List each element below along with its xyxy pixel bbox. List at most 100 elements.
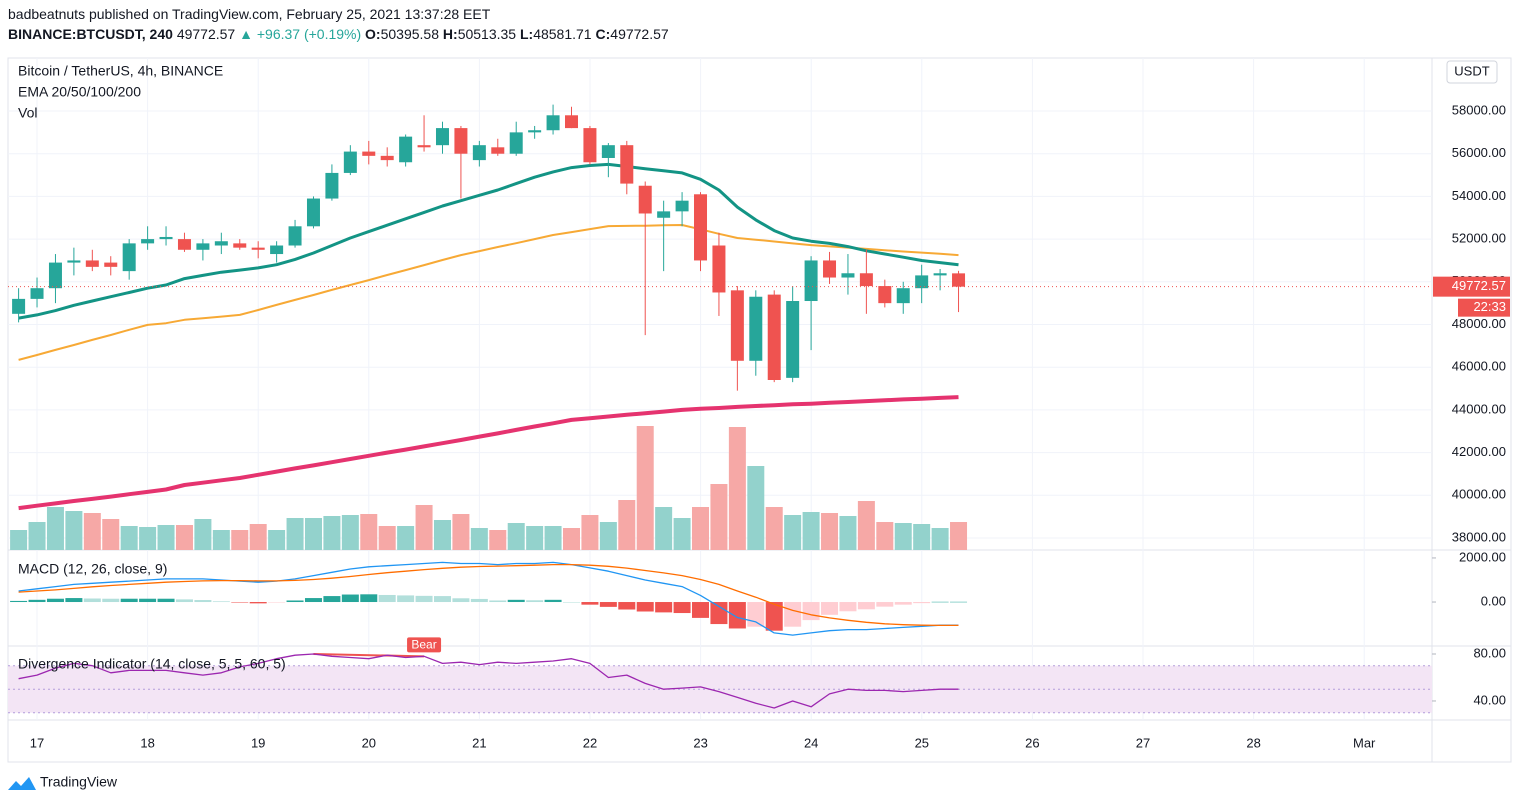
y-tick-label: 56000.00 — [1452, 145, 1506, 160]
volume-bar — [360, 514, 378, 550]
change: ▲ +96.37 (+0.19%) — [239, 26, 362, 42]
currency-button[interactable] — [1446, 60, 1498, 84]
histogram-bar — [857, 602, 875, 610]
histogram-bar — [950, 601, 968, 603]
candle-body — [48, 262, 62, 289]
candle-body — [786, 301, 800, 378]
candle-body — [159, 236, 173, 240]
histogram-bar — [839, 602, 857, 612]
volume-bar — [931, 528, 949, 550]
volume-bar — [802, 512, 820, 550]
histogram-bar — [526, 600, 544, 603]
x-tick-label: 27 — [1136, 735, 1150, 750]
candle-body — [30, 288, 44, 299]
volume-bar — [747, 466, 765, 550]
volume-bar — [194, 519, 212, 550]
histogram-bar — [544, 599, 562, 603]
c-value: 49772.57 — [610, 26, 669, 42]
histogram-bar — [599, 602, 617, 607]
candle-body — [454, 128, 468, 154]
volume-bar — [581, 515, 599, 550]
last-price: 49772.57 — [176, 26, 236, 42]
histogram-bar — [581, 602, 599, 605]
line — [18, 563, 959, 627]
histogram-bar — [618, 602, 636, 610]
publisher: badbeatnuts published on TradingView.com… — [8, 6, 491, 22]
histogram-bar — [102, 598, 120, 603]
line — [18, 395, 959, 511]
y-tick-label: 42000.00 — [1452, 444, 1506, 459]
x-tick-label: 21 — [472, 735, 486, 750]
candle-body — [306, 198, 320, 227]
volume-bar — [10, 530, 28, 550]
candle-body — [435, 128, 449, 146]
volume-bar — [120, 526, 138, 550]
volume-bar — [894, 523, 912, 550]
candle-body — [399, 136, 413, 163]
histogram-bar — [286, 600, 304, 603]
y-tick-label: 40000.00 — [1452, 487, 1506, 502]
volume-bar — [876, 522, 894, 550]
histogram-bar — [894, 602, 912, 605]
x-tick-label: 19 — [251, 735, 265, 750]
candle-body — [583, 128, 597, 163]
y-tick-label: 48000.00 — [1452, 316, 1506, 331]
histogram-bar — [249, 602, 267, 604]
volume-bar — [323, 516, 341, 550]
volume-bar — [65, 511, 83, 550]
y-tick-label: 2000.00 — [1459, 549, 1506, 564]
histogram-bar — [360, 594, 378, 603]
l-value: 48581.71 — [533, 26, 592, 42]
annotation-box — [407, 637, 442, 653]
y-tick-label: 0.00 — [1481, 593, 1506, 608]
histogram-bar — [747, 602, 765, 627]
histogram-bar — [636, 602, 654, 612]
candle-body — [270, 245, 284, 255]
y-tick-label: 38000.00 — [1452, 529, 1506, 544]
volume-bar — [397, 526, 415, 550]
volume-bar — [452, 514, 470, 550]
price-label-box — [1433, 276, 1510, 297]
candle-body — [528, 130, 542, 133]
x-tick-label: 25 — [915, 735, 929, 750]
histogram-bar — [489, 600, 507, 603]
histogram-bar — [10, 600, 28, 603]
volume-bar — [913, 524, 931, 550]
volume-bar — [655, 507, 673, 550]
histogram-bar — [83, 598, 101, 603]
volume-bar — [857, 501, 875, 550]
y-tick-label: 80.00 — [1473, 645, 1506, 660]
marks — [10, 104, 968, 709]
tv-logo: TradingView — [8, 774, 118, 790]
candle-body — [601, 145, 615, 158]
histogram-bar — [323, 596, 341, 603]
x-tick-label: 26 — [1025, 735, 1039, 750]
pane-title: Bitcoin / TetherUS, 4h, BINANCE — [18, 63, 223, 79]
candle-body — [343, 151, 357, 173]
line — [18, 653, 959, 709]
volume-bar — [268, 530, 286, 550]
volume-bar — [286, 518, 304, 550]
volume-bar — [175, 525, 193, 550]
volume-bar — [618, 500, 636, 550]
volume-bar — [341, 515, 359, 550]
o-label: O: — [365, 26, 381, 42]
candle-body — [933, 273, 947, 276]
header: badbeatnuts published on TradingView.com… — [8, 4, 669, 44]
candle-body — [380, 155, 394, 161]
candle-body — [177, 239, 191, 250]
volume-bar — [231, 530, 249, 550]
histogram-bar — [415, 595, 433, 603]
candle-body — [620, 145, 634, 184]
candle-body — [767, 294, 781, 380]
line — [18, 162, 959, 320]
histogram-bar — [913, 602, 931, 604]
y-tick-label: 52000.00 — [1452, 231, 1506, 246]
y-tick-label: 40.00 — [1473, 692, 1506, 707]
line — [18, 561, 959, 636]
candle-body — [251, 247, 265, 250]
volume-bar — [710, 484, 728, 550]
candle-body — [509, 132, 523, 154]
